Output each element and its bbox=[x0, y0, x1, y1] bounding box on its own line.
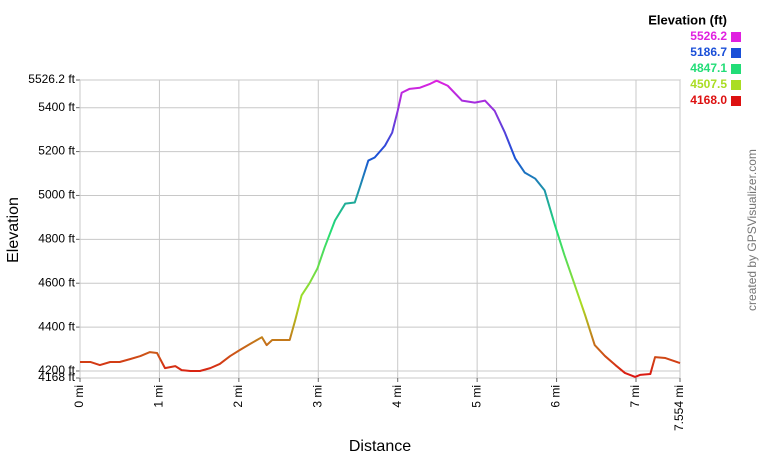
legend-label: 4168.0 bbox=[690, 93, 727, 107]
x-tick-label: 3 mi bbox=[310, 385, 324, 408]
x-tick-label: 7.554 mi bbox=[672, 385, 686, 431]
x-tick-label: 0 mi bbox=[72, 385, 86, 408]
elevation-line bbox=[80, 79, 681, 378]
legend-swatch bbox=[731, 32, 741, 42]
y-tick-label: 4400 ft bbox=[38, 319, 75, 333]
y-tick-label: 4168 ft bbox=[38, 370, 75, 384]
legend-label: 5526.2 bbox=[690, 29, 727, 43]
x-tick-label: 4 mi bbox=[390, 385, 404, 408]
y-tick-label: 5400 ft bbox=[38, 100, 75, 114]
legend-swatch bbox=[731, 96, 741, 106]
legend-swatch bbox=[731, 48, 741, 58]
legend-swatch bbox=[731, 80, 741, 90]
y-axis-label: Elevation bbox=[5, 197, 22, 263]
x-axis-label: Distance bbox=[349, 438, 411, 455]
legend-label: 5186.7 bbox=[690, 45, 727, 59]
x-tick-label: 5 mi bbox=[469, 385, 483, 408]
x-tick-label: 2 mi bbox=[231, 385, 245, 408]
x-tick-label: 6 mi bbox=[549, 385, 563, 408]
y-tick-label: 5526.2 ft bbox=[28, 72, 75, 86]
legend-title: Elevation (ft) bbox=[648, 12, 727, 27]
legend-label: 4507.5 bbox=[690, 77, 727, 91]
credit: created by GPSVisualizer.com bbox=[745, 149, 759, 311]
y-tick-label: 5000 ft bbox=[38, 188, 75, 202]
plot-area bbox=[79, 79, 681, 379]
y-tick-label: 5200 ft bbox=[38, 144, 75, 158]
x-tick-label: 7 mi bbox=[628, 385, 642, 408]
y-tick-label: 4800 ft bbox=[38, 232, 75, 246]
x-tick-label: 1 mi bbox=[152, 385, 166, 408]
y-tick-label: 4200 ft bbox=[38, 363, 75, 377]
legend-swatch bbox=[731, 64, 741, 74]
y-tick-label: 4600 ft bbox=[38, 275, 75, 289]
legend-label: 4847.1 bbox=[690, 61, 727, 75]
